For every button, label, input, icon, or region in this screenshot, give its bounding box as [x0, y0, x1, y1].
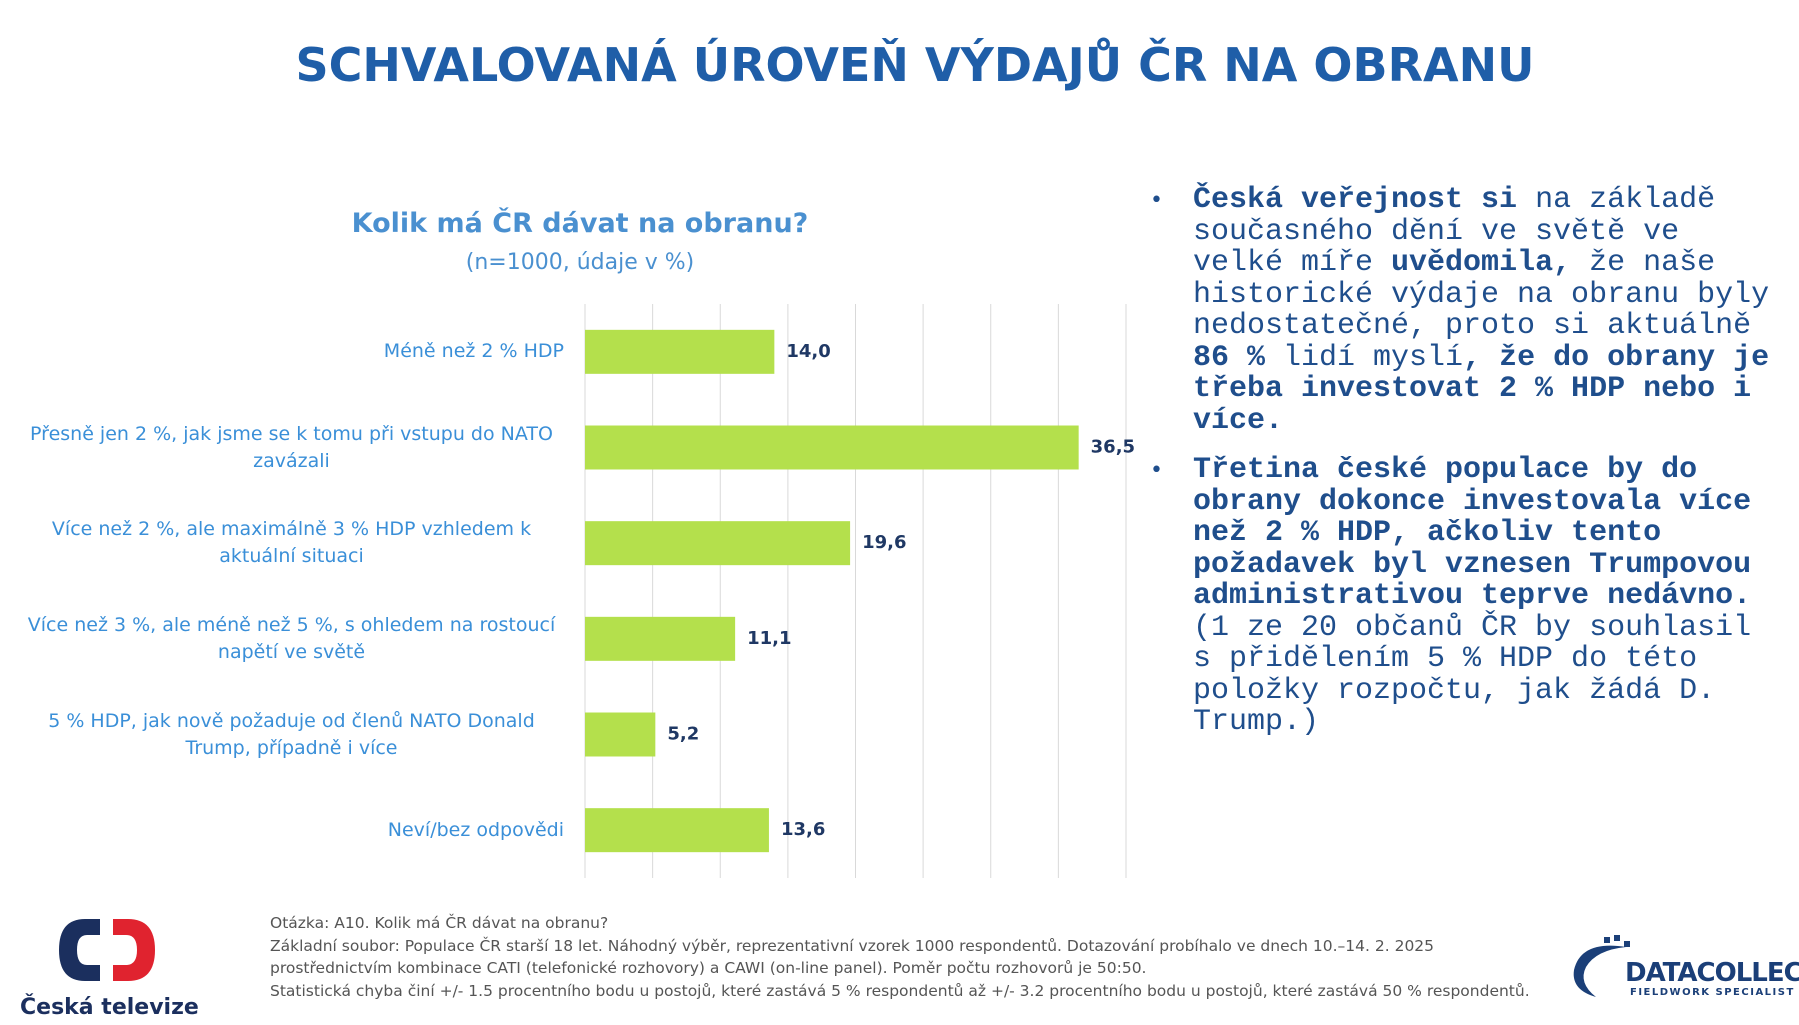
category-text: Méně než 2 % HDP: [383, 340, 564, 363]
ct-logo-mark: [59, 919, 155, 981]
bar: [585, 425, 1079, 470]
value-label: 11,1: [747, 628, 791, 649]
value-label: 13,6: [781, 819, 825, 840]
bar: [585, 712, 656, 757]
dc-logo-text: DATACOLLECT: [1625, 958, 1799, 988]
bar: [585, 521, 851, 566]
bullet-text: , že do obrany je třeba investovat 2 % H…: [1193, 340, 1770, 438]
bullet-text: 86 %: [1193, 340, 1266, 375]
category-label: 5 % HDP, jak nově požaduje od členů NATO…: [19, 708, 564, 762]
dc-logo-mark: [1573, 935, 1630, 997]
ct-logo-text: Česká televize: [20, 995, 199, 1020]
bar: [585, 616, 736, 661]
bullet: Třetina české populace by do obrany doko…: [1150, 453, 1770, 739]
bullet-list: Česká veřejnost si na základě současného…: [1150, 183, 1770, 757]
bullet-text: Česká veřejnost si: [1193, 183, 1518, 217]
bullet: Česká veřejnost si na základě současného…: [1150, 183, 1770, 438]
category-label: Přesně jen 2 %, jak jsme se k tomu při v…: [19, 421, 564, 475]
slide-title: SCHVALOVANÁ ÚROVEŇ VÝDAJŮ ČR NA OBRANU: [295, 38, 1535, 92]
category-text: Přesně jen 2 %, jak jsme se k tomu při v…: [30, 422, 553, 472]
category-label: Neví/bez odpovědi: [388, 817, 564, 844]
footnote: Základní soubor: Populace ČR starší 18 l…: [270, 936, 1435, 955]
footnote: Otázka: A10. Kolik má ČR dávat na obranu…: [270, 914, 609, 932]
category-label: Více než 3 %, ale méně než 5 %, s ohlede…: [19, 612, 564, 666]
bullet-text: že naše historické výdaje na obranu byly…: [1193, 246, 1770, 343]
bullet-text: (1 ze 20 občanů ČR by souhlasil s přiděl…: [1193, 610, 1752, 739]
category-label: Více než 2 %, ale maximálně 3 % HDP vzhl…: [19, 516, 564, 570]
value-label: 19,6: [862, 532, 906, 553]
category-label: Méně než 2 % HDP: [384, 338, 564, 365]
category-text: 5 % HDP, jak nově požaduje od členů NATO…: [48, 709, 535, 759]
bar: [585, 808, 769, 853]
bullet-text: na základě současného dění ve světě ve v…: [1193, 183, 1716, 280]
footnote: Statistická chyba činí +/- 1.5 procentní…: [270, 981, 1530, 1000]
category-text: Více než 3 %, ale méně než 5 %, s ohlede…: [27, 613, 556, 663]
value-label: 5,2: [667, 724, 699, 745]
bullet-text: lidí myslí: [1265, 340, 1464, 375]
dc-logo-tagline: FIELDWORK SPECIALIST: [1630, 987, 1795, 998]
chart-title: Kolik má ČR dávat na obranu?: [351, 208, 809, 239]
category-text: Neví/bez odpovědi: [387, 818, 564, 841]
value-label: 14,0: [786, 341, 830, 362]
chart-subtitle: (n=1000, údaje v %): [465, 250, 695, 275]
bullet-text: Třetina české populace by do obrany doko…: [1193, 453, 1752, 613]
bullet-text: uvědomila,: [1391, 246, 1572, 280]
category-text: Více než 2 %, ale maximálně 3 % HDP vzhl…: [51, 518, 532, 568]
value-label: 36,5: [1091, 437, 1135, 458]
bar: [585, 329, 775, 374]
footnote: prostřednictvím kombinace CATI (telefoni…: [270, 959, 1147, 977]
